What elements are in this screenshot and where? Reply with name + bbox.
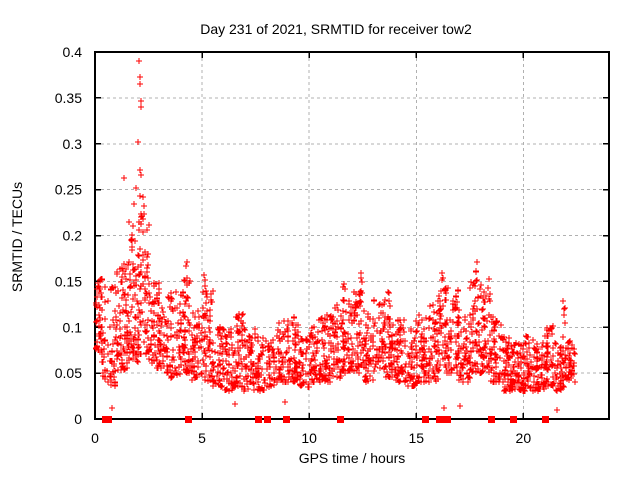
axis-ticks xyxy=(94,51,609,420)
x-tick-label: 0 xyxy=(91,430,99,446)
zero-flag-square xyxy=(255,416,262,423)
y-tick-label: 0.1 xyxy=(63,319,83,335)
zero-flag-square xyxy=(105,416,112,423)
y-tick-label: 0 xyxy=(74,411,82,427)
tick-labels: 0 5 10 15 20 0 0.05 0.1 0.15 0.2 0.25 0.3 0.35 0.4 xyxy=(55,44,532,446)
x-tick-label: 5 xyxy=(198,430,206,446)
chart-title: Day 231 of 2021, SRMTID for receiver tow… xyxy=(200,21,472,37)
y-tick-label: 0.35 xyxy=(55,90,82,106)
zero-flag-square xyxy=(422,416,429,423)
y-tick-label: 0.15 xyxy=(55,273,82,289)
y-tick-label: 0.3 xyxy=(63,136,83,152)
y-tick-label: 0.25 xyxy=(55,182,82,198)
zero-flag-square xyxy=(337,416,344,423)
zero-flag-square xyxy=(264,416,271,423)
x-axis-label: GPS time / hours xyxy=(298,450,406,466)
zero-flag-square xyxy=(488,416,495,423)
zero-flag-square xyxy=(283,416,290,423)
x-tick-label: 10 xyxy=(301,430,317,446)
x-tick-label: 15 xyxy=(408,430,424,446)
zero-flag-square xyxy=(439,416,446,423)
zero-flag-square xyxy=(444,416,451,423)
y-tick-label: 0.4 xyxy=(63,44,83,60)
scatter-points xyxy=(93,58,578,413)
zero-flag-square xyxy=(542,416,549,423)
zero-flag-square xyxy=(510,416,517,423)
y-tick-label: 0.2 xyxy=(63,228,83,244)
zero-flag-square xyxy=(185,416,192,423)
x-tick-label: 20 xyxy=(516,430,532,446)
y-tick-label: 0.05 xyxy=(55,365,82,381)
zero-flag-points xyxy=(102,416,549,423)
